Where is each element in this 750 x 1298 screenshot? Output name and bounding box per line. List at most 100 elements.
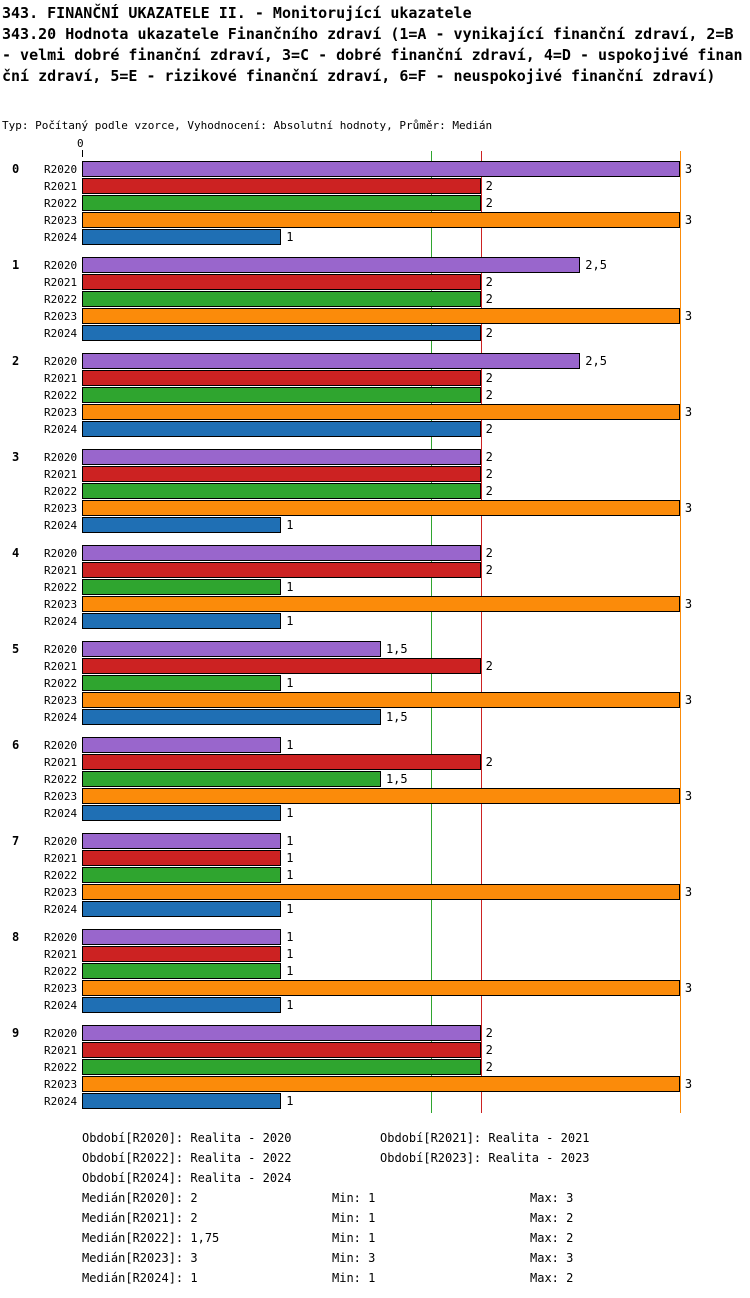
bar-value-label: 1 [286, 676, 294, 690]
bar-r2024 [82, 901, 282, 917]
bar-value-label: 1,5 [385, 642, 408, 656]
bar-row: R2022 2 [0, 387, 750, 404]
legend-min-label: Min: 1 [332, 1231, 376, 1245]
legend-stat-row: Medián[R2023]: 3 Min: 3 Max: 3 [0, 1248, 750, 1268]
legend-stat-row: Medián[R2022]: 1,75 Min: 1 Max: 2 [0, 1228, 750, 1248]
legend-periods: Období[R2020]: Realita - 2020 Období[R202… [0, 1128, 750, 1188]
bar-value-label: 1 [286, 614, 294, 628]
bar-value-label: 2 [485, 422, 493, 436]
series-label: R2022 [44, 869, 78, 882]
bar-row: R2020 3 [0, 161, 750, 178]
bar-row: R2024 1,5 [0, 709, 750, 726]
series-label: R2022 [44, 293, 78, 306]
series-label: R2021 [44, 1044, 78, 1057]
series-label: R2020 [44, 547, 78, 560]
series-label: R2024 [44, 327, 78, 340]
bar-value-label: 1 [286, 964, 294, 978]
bar-r2021 [82, 274, 481, 290]
series-label: R2021 [44, 180, 78, 193]
bar-group-7: 7 R2020 1 R2021 1 R2022 1 R2023 3 R2024 1 [0, 833, 750, 918]
median-line-r2021 [480, 151, 482, 1113]
bar-r2022 [82, 867, 282, 883]
median-line-r2022 [430, 151, 432, 1113]
bar-row: R2021 2 [0, 658, 750, 675]
bar-r2021 [82, 178, 481, 194]
bar-value-label: 1,5 [385, 710, 408, 724]
bar-value-label: 1 [286, 1094, 294, 1108]
group-category-label: 8 [12, 930, 20, 944]
bar-value-label: 1 [286, 518, 294, 532]
series-label: R2023 [44, 982, 78, 995]
legend-period-label: Období[R2024]: Realita - 2024 [82, 1171, 292, 1185]
bar-value-label: 1 [286, 998, 294, 1012]
series-label: R2023 [44, 790, 78, 803]
legend-min-label: Min: 1 [332, 1191, 376, 1205]
bar-row: R2021 1 [0, 946, 750, 963]
bar-r2021 [82, 466, 481, 482]
bar-value-label: 2 [485, 371, 493, 385]
bar-r2020 [82, 1025, 481, 1041]
group-category-label: 0 [12, 162, 20, 176]
bar-r2023 [82, 1076, 680, 1092]
group-category-label: 3 [12, 450, 20, 464]
legend-median-label: Medián[R2024]: 1 [82, 1271, 198, 1285]
bar-group-4: 4 R2020 2 R2021 2 R2022 1 R2023 3 R2024 1 [0, 545, 750, 630]
series-label: R2021 [44, 852, 78, 865]
series-label: R2020 [44, 163, 78, 176]
bar-value-label: 3 [684, 789, 693, 803]
legend-min-label: Min: 1 [332, 1211, 376, 1225]
plot-area: 0 0 R2020 3 R2021 2 R2022 2 R2023 3 R2024 1 1 R2020 2… [0, 137, 750, 1113]
legend: Období[R2020]: Realita - 2020 Období[R202… [0, 1128, 750, 1288]
bar-r2020 [82, 161, 680, 177]
bar-group-5: 5 R2020 1,5 R2021 2 R2022 1 R2023 3 R2024 1,5 [0, 641, 750, 726]
bar-value-label: 3 [684, 162, 693, 176]
bar-value-label: 1 [286, 902, 294, 916]
series-label: R2021 [44, 756, 78, 769]
series-label: R2021 [44, 948, 78, 961]
bar-value-label: 1 [286, 738, 294, 752]
legend-period-row: Období[R2020]: Realita - 2020 Období[R202… [0, 1128, 750, 1148]
bar-r2024 [82, 709, 381, 725]
bar-value-label: 3 [684, 693, 693, 707]
series-label: R2022 [44, 773, 78, 786]
bar-r2022 [82, 579, 282, 595]
bar-r2023 [82, 980, 680, 996]
bar-value-label: 1 [286, 834, 294, 848]
bar-row: R2020 2 [0, 545, 750, 562]
series-label: R2020 [44, 931, 78, 944]
bar-row: R2022 1,5 [0, 771, 750, 788]
series-label: R2024 [44, 711, 78, 724]
bar-row: R2022 1 [0, 675, 750, 692]
bar-r2024 [82, 517, 282, 533]
series-label: R2022 [44, 677, 78, 690]
series-label: R2020 [44, 1027, 78, 1040]
bar-r2021 [82, 754, 481, 770]
bar-row: R2020 2,5 [0, 353, 750, 370]
legend-max-label: Max: 3 [530, 1251, 574, 1265]
series-label: R2021 [44, 660, 78, 673]
bar-value-label: 2 [485, 450, 493, 464]
series-label: R2020 [44, 643, 78, 656]
legend-stat-row: Medián[R2024]: 1 Min: 1 Max: 2 [0, 1268, 750, 1288]
group-category-label: 5 [12, 642, 20, 656]
bar-r2021 [82, 1042, 481, 1058]
bar-value-label: 2 [485, 1043, 493, 1057]
bar-row: R2020 1 [0, 929, 750, 946]
bar-r2022 [82, 675, 282, 691]
series-label: R2021 [44, 468, 78, 481]
series-label: R2021 [44, 372, 78, 385]
series-label: R2020 [44, 835, 78, 848]
bar-value-label: 3 [684, 213, 693, 227]
series-label: R2020 [44, 451, 78, 464]
bar-value-label: 3 [684, 597, 693, 611]
bar-value-label: 1 [286, 806, 294, 820]
bar-row: R2023 3 [0, 884, 750, 901]
series-label: R2023 [44, 598, 78, 611]
series-label: R2024 [44, 807, 78, 820]
bar-value-label: 2 [485, 546, 493, 560]
bar-r2021 [82, 562, 481, 578]
bar-row: R2021 2 [0, 1042, 750, 1059]
series-label: R2020 [44, 739, 78, 752]
series-label: R2024 [44, 1095, 78, 1108]
bar-value-label: 1 [286, 947, 294, 961]
